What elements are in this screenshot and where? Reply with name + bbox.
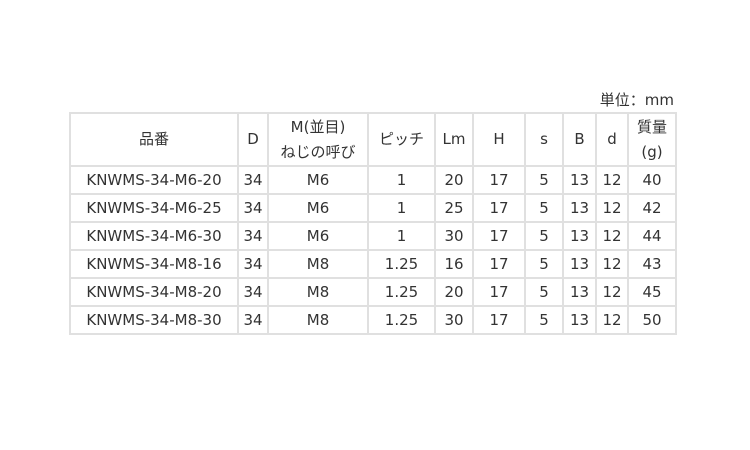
cell-b: 13 bbox=[564, 223, 595, 249]
cell-lm: 30 bbox=[436, 307, 472, 333]
cell-pitch: 1.25 bbox=[369, 279, 434, 305]
header-row: 品番 D M(並目) ねじの呼び ピッチ Lm H s B d 質量 (g) bbox=[71, 114, 675, 165]
cell-d-outer: 34 bbox=[239, 223, 267, 249]
cell-thread: M6 bbox=[269, 167, 367, 193]
table-row: KNWMS-34-M6-30 34 M6 1 30 17 5 13 12 44 bbox=[71, 223, 675, 249]
cell-b: 13 bbox=[564, 307, 595, 333]
cell-lm: 20 bbox=[436, 279, 472, 305]
cell-h: 17 bbox=[474, 195, 524, 221]
cell-d: 12 bbox=[597, 251, 627, 277]
cell-d-outer: 34 bbox=[239, 167, 267, 193]
header-s: s bbox=[526, 114, 562, 165]
cell-weight: 43 bbox=[629, 251, 675, 277]
cell-d: 12 bbox=[597, 195, 627, 221]
cell-b: 13 bbox=[564, 279, 595, 305]
cell-weight: 50 bbox=[629, 307, 675, 333]
cell-pitch: 1 bbox=[369, 223, 434, 249]
cell-d-outer: 34 bbox=[239, 279, 267, 305]
cell-pitch: 1 bbox=[369, 167, 434, 193]
cell-d-outer: 34 bbox=[239, 307, 267, 333]
cell-part-number: KNWMS-34-M8-20 bbox=[71, 279, 237, 305]
cell-d: 12 bbox=[597, 167, 627, 193]
cell-pitch: 1.25 bbox=[369, 307, 434, 333]
cell-part-number: KNWMS-34-M8-30 bbox=[71, 307, 237, 333]
cell-d-outer: 34 bbox=[239, 195, 267, 221]
cell-part-number: KNWMS-34-M8-16 bbox=[71, 251, 237, 277]
table-row: KNWMS-34-M8-16 34 M8 1.25 16 17 5 13 12 43 bbox=[71, 251, 675, 277]
unit-label: 単位：mm bbox=[599, 91, 674, 109]
header-weight: 質量 (g) bbox=[629, 114, 675, 165]
cell-weight: 44 bbox=[629, 223, 675, 249]
spec-table: 品番 D M(並目) ねじの呼び ピッチ Lm H s B d 質量 (g) KNW… bbox=[69, 112, 677, 335]
cell-s: 5 bbox=[526, 167, 562, 193]
header-pitch: ピッチ bbox=[369, 114, 434, 165]
header-d: d bbox=[597, 114, 627, 165]
cell-weight: 45 bbox=[629, 279, 675, 305]
cell-thread: M8 bbox=[269, 279, 367, 305]
cell-part-number: KNWMS-34-M6-20 bbox=[71, 167, 237, 193]
cell-h: 17 bbox=[474, 223, 524, 249]
cell-lm: 16 bbox=[436, 251, 472, 277]
cell-s: 5 bbox=[526, 307, 562, 333]
cell-lm: 30 bbox=[436, 223, 472, 249]
cell-thread: M8 bbox=[269, 251, 367, 277]
cell-lm: 25 bbox=[436, 195, 472, 221]
cell-b: 13 bbox=[564, 251, 595, 277]
cell-s: 5 bbox=[526, 279, 562, 305]
cell-h: 17 bbox=[474, 307, 524, 333]
header-thread: M(並目) ねじの呼び bbox=[269, 114, 367, 165]
cell-thread: M6 bbox=[269, 223, 367, 249]
table-row: KNWMS-34-M8-30 34 M8 1.25 30 17 5 13 12 50 bbox=[71, 307, 675, 333]
cell-lm: 20 bbox=[436, 167, 472, 193]
header-b: B bbox=[564, 114, 595, 165]
cell-h: 17 bbox=[474, 167, 524, 193]
cell-thread: M8 bbox=[269, 307, 367, 333]
cell-part-number: KNWMS-34-M6-30 bbox=[71, 223, 237, 249]
cell-pitch: 1 bbox=[369, 195, 434, 221]
table-row: KNWMS-34-M6-20 34 M6 1 20 17 5 13 12 40 bbox=[71, 167, 675, 193]
cell-weight: 40 bbox=[629, 167, 675, 193]
cell-h: 17 bbox=[474, 251, 524, 277]
cell-h: 17 bbox=[474, 279, 524, 305]
cell-b: 13 bbox=[564, 195, 595, 221]
cell-s: 5 bbox=[526, 251, 562, 277]
header-lm: Lm bbox=[436, 114, 472, 165]
header-h: H bbox=[474, 114, 524, 165]
cell-thread: M6 bbox=[269, 195, 367, 221]
header-weight-line2: (g) bbox=[641, 142, 663, 161]
cell-s: 5 bbox=[526, 195, 562, 221]
cell-d: 12 bbox=[597, 223, 627, 249]
header-weight-line1: 質量 bbox=[636, 117, 667, 136]
cell-weight: 42 bbox=[629, 195, 675, 221]
header-thread-line1: M(並目) bbox=[290, 117, 346, 136]
table-row: KNWMS-34-M8-20 34 M8 1.25 20 17 5 13 12 45 bbox=[71, 279, 675, 305]
cell-part-number: KNWMS-34-M6-25 bbox=[71, 195, 237, 221]
cell-pitch: 1.25 bbox=[369, 251, 434, 277]
header-d-outer: D bbox=[239, 114, 267, 165]
cell-s: 5 bbox=[526, 223, 562, 249]
header-thread-line2: ねじの呼び bbox=[280, 142, 356, 161]
cell-b: 13 bbox=[564, 167, 595, 193]
table-row: KNWMS-34-M6-25 34 M6 1 25 17 5 13 12 42 bbox=[71, 195, 675, 221]
cell-d: 12 bbox=[597, 279, 627, 305]
header-part-number: 品番 bbox=[71, 114, 237, 165]
cell-d-outer: 34 bbox=[239, 251, 267, 277]
cell-d: 12 bbox=[597, 307, 627, 333]
